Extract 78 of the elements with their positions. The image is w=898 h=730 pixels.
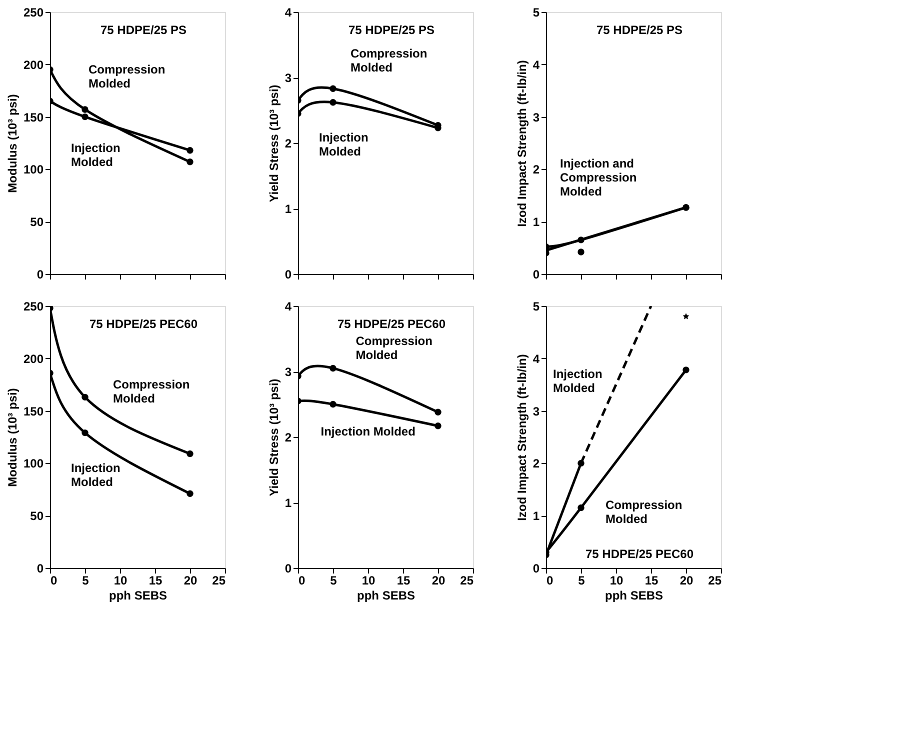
y-axis-title: Izod Impact Strength (ft-lb/in) — [514, 354, 529, 521]
y-tick-label: 1 — [532, 215, 540, 230]
x-axis-title: pph SEBS — [604, 588, 664, 602]
annotation: Compression Molded — [350, 46, 428, 75]
x-tick-label: 10 — [114, 574, 128, 588]
x-axis-title: pph SEBS — [108, 588, 168, 602]
y-tick-label: 4 — [284, 300, 292, 314]
annotation: Compression Molded — [356, 334, 432, 362]
y-tick-label: 0 — [36, 268, 44, 282]
y-tick-label: 200 — [23, 352, 44, 366]
y-tick-label: 3 — [532, 404, 540, 418]
x-tick-label: 25 — [212, 574, 226, 588]
x-tick-label: 20 — [680, 574, 694, 588]
text: 75 HDPE/25 PEC60 — [89, 317, 198, 331]
text: 75 HDPE/25 PS — [100, 23, 187, 37]
y-tick-label: 250 — [23, 6, 44, 20]
y-tick-label: 0 — [532, 268, 540, 282]
x-tick-label: 15 — [148, 574, 162, 588]
y-tick-label: 2 — [532, 162, 540, 177]
x-tick-label: 20 — [184, 574, 198, 588]
y-tick-label: 250 — [23, 300, 44, 314]
y-tick-label: 1 — [532, 509, 540, 524]
x-tick-label: 5 — [578, 574, 586, 588]
text: 75 HDPE/25 PEC60 — [585, 547, 694, 561]
y-tick-label: 1 — [284, 496, 292, 510]
x-tick-label: 25 — [460, 574, 474, 588]
text: 75 HDPE/25 PS — [348, 23, 435, 37]
y-tick-label: 2 — [284, 136, 292, 150]
x-tick-label: 0 — [546, 574, 554, 588]
x-axis-title: pph SEBS — [356, 588, 416, 602]
x-tick-label: 0 — [298, 574, 306, 588]
y-tick-label: 3 — [284, 71, 292, 85]
annotation: Compression Molded — [113, 377, 190, 406]
y-tick-label: 50 — [30, 509, 44, 524]
y-tick-label: 100 — [23, 162, 44, 177]
y-tick-label: 200 — [23, 58, 44, 72]
x-tick-label: 20 — [432, 574, 446, 588]
text: 75 HDPE/25 PS — [596, 23, 683, 37]
x-tick-label: 5 — [82, 574, 90, 588]
annotation: Injection Molded — [71, 461, 120, 490]
y-tick-label: 0 — [284, 268, 292, 282]
y-axis-title: Modulus (10³ psi) — [5, 94, 20, 193]
y-axis-title: Yield Stress (10³ psi) — [266, 378, 281, 496]
annotation: Compression Molded — [88, 62, 166, 90]
y-tick-label: 0 — [284, 562, 292, 576]
y-tick-label: 1 — [284, 202, 292, 216]
y-tick-label: 50 — [30, 215, 44, 230]
annotation: Compression Molded — [606, 498, 682, 526]
text: 75 HDPE/25 PEC60 — [337, 317, 446, 331]
y-tick-label: 5 — [532, 300, 540, 314]
y-tick-label: 3 — [532, 110, 540, 124]
x-tick-label: 10 — [362, 574, 376, 588]
x-tick-label: 25 — [708, 574, 722, 588]
y-tick-label: 4 — [532, 58, 540, 72]
y-axis-title: Yield Stress (10³ psi) — [266, 84, 281, 202]
y-axis-title: Izod Impact Strength (ft-lb/in) — [514, 60, 529, 227]
y-tick-label: 0 — [532, 562, 540, 576]
y-tick-label: 0 — [36, 562, 44, 576]
annotation: Injection Molded — [553, 366, 602, 395]
x-tick-label: 15 — [644, 574, 658, 588]
y-tick-label: 4 — [532, 352, 540, 366]
y-tick-label: 100 — [23, 456, 44, 471]
y-axis-title: Modulus (10³ psi) — [5, 388, 20, 487]
x-tick-label: 10 — [610, 574, 624, 588]
y-tick-label: 2 — [284, 430, 292, 444]
annotation: Injection Molded — [320, 424, 416, 439]
y-tick-label: 150 — [23, 404, 44, 418]
y-tick-label: 150 — [23, 110, 44, 124]
x-tick-label: 5 — [330, 574, 338, 588]
x-tick-label: 0 — [50, 574, 58, 588]
y-tick-label: 2 — [532, 456, 540, 471]
annotation: Injection Molded — [319, 130, 368, 159]
annotation: Injection Molded — [71, 141, 120, 169]
y-tick-label: 4 — [284, 6, 292, 20]
y-tick-label: 3 — [284, 365, 292, 379]
x-tick-label: 15 — [396, 574, 410, 588]
y-tick-label: 5 — [532, 6, 540, 20]
annotation: Injection and Compression Molded — [560, 156, 637, 199]
